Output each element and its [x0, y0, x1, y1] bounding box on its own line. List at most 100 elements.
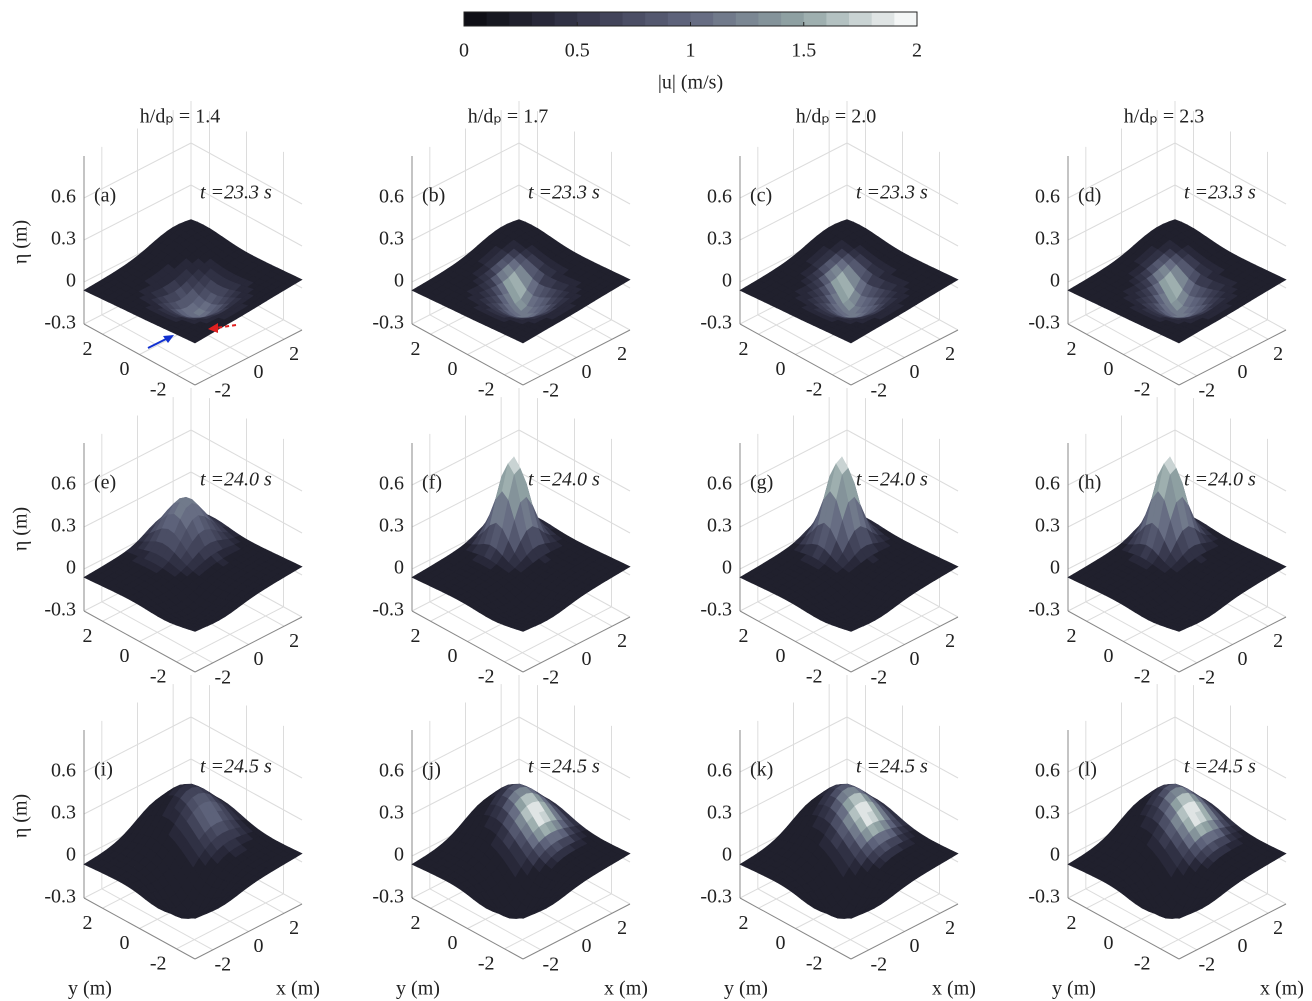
- time-label: t =24.5 s: [528, 756, 600, 778]
- column-title: h/dₚ = 1.7: [468, 106, 548, 128]
- surface-patch: [187, 914, 203, 919]
- axis-line: [739, 323, 852, 386]
- panel-label: (h): [1078, 472, 1101, 494]
- red-arrow-head: [208, 323, 218, 333]
- blue-arrow-head: [163, 335, 174, 343]
- colorbar-tick-label: 1: [686, 40, 696, 62]
- panel-label: (g): [750, 472, 773, 494]
- surface-patch: [516, 336, 530, 344]
- z-tick-label: 0: [66, 844, 76, 866]
- z-tick-label: 0: [722, 844, 732, 866]
- time-label: t =23.3 s: [528, 182, 600, 204]
- arrows: [147, 323, 237, 349]
- axis-line: [1067, 323, 1180, 386]
- z-tick-label: 0.6: [379, 186, 404, 208]
- z-tick-label: 0.6: [707, 186, 732, 208]
- y-tick-label: 0: [120, 645, 130, 667]
- colorbar-swatch: [735, 12, 759, 26]
- x-tick-label: -2: [542, 379, 559, 401]
- x-tick-label: 2: [617, 343, 627, 365]
- z-tick-label: 0.6: [707, 473, 732, 495]
- y-tick-label: -2: [806, 665, 823, 687]
- z-tick-label: -0.3: [700, 312, 732, 334]
- x-tick-label: -2: [870, 666, 887, 688]
- grid-line: [832, 606, 940, 663]
- x-axis-label: x (m): [1260, 978, 1304, 1000]
- grid-line: [832, 319, 940, 376]
- z-tick-label: 0.6: [1035, 186, 1060, 208]
- z-tick-label: 0: [722, 557, 732, 579]
- axis-line: [411, 897, 524, 960]
- z-tick-label: 0.3: [379, 228, 404, 250]
- grid-line: [504, 893, 612, 950]
- y-tick-label: -2: [150, 952, 167, 974]
- x-tick-label: 0: [910, 361, 920, 383]
- surface-patch: [1172, 336, 1186, 344]
- z-tick-label: 0.3: [379, 802, 404, 824]
- colorbar-swatch: [894, 12, 918, 26]
- x-tick-label: 0: [582, 935, 592, 957]
- z-tick-label: -0.3: [44, 599, 76, 621]
- z-tick-label: 0.6: [379, 473, 404, 495]
- axis-line: [850, 616, 959, 673]
- panel-label: (f): [422, 472, 442, 494]
- x-tick-label: 2: [1273, 630, 1283, 652]
- panel-label: (c): [750, 185, 772, 207]
- x-tick-label: 2: [289, 343, 299, 365]
- y-tick-label: 2: [1067, 338, 1077, 360]
- x-tick-label: 2: [1273, 917, 1283, 939]
- axis-line: [850, 329, 959, 386]
- axis-line: [739, 897, 852, 960]
- y-tick-label: 0: [1104, 932, 1114, 954]
- y-tick-label: -2: [150, 378, 167, 400]
- colorbar-label: |u| (m/s): [658, 72, 723, 94]
- panel-label: (b): [422, 185, 445, 207]
- y-tick-label: 0: [776, 932, 786, 954]
- surface-patch: [187, 626, 202, 632]
- colorbar-swatch: [599, 12, 624, 26]
- x-tick-label: 2: [1273, 343, 1283, 365]
- z-tick-label: 0.6: [379, 760, 404, 782]
- colorbar-tick-label: 0: [459, 40, 469, 62]
- colorbar-swatch: [667, 12, 691, 26]
- y-tick-label: 0: [448, 645, 458, 667]
- x-tick-label: -2: [542, 666, 559, 688]
- z-tick-label: 0.6: [51, 760, 76, 782]
- z-tick-label: 0.3: [707, 515, 732, 537]
- y-tick-label: 2: [739, 625, 749, 647]
- x-tick-label: -2: [214, 379, 231, 401]
- axis-line: [1178, 903, 1287, 960]
- x-axis-label: x (m): [932, 978, 976, 1000]
- colorbar-swatch: [758, 12, 782, 26]
- y-tick-label: 0: [120, 358, 130, 380]
- colorbar-swatch: [486, 12, 510, 26]
- z-tick-label: -0.3: [1028, 312, 1060, 334]
- z-tick-label: -0.3: [44, 886, 76, 908]
- colorbar-swatch: [577, 12, 601, 26]
- grid-line: [1160, 606, 1268, 663]
- z-tick-label: 0.6: [51, 186, 76, 208]
- grid-line: [176, 606, 284, 663]
- z-tick-label: 0.3: [707, 228, 732, 250]
- x-tick-label: 0: [1238, 935, 1248, 957]
- time-label: t =24.0 s: [1184, 469, 1256, 491]
- colorbar-swatch: [554, 12, 578, 26]
- z-tick-label: 0.3: [51, 515, 76, 537]
- content: 0 0.5 1 1.5 2 |u| (m/s) -0.3 0 0.3 0.6 -2 0 2 -2 0 2 (a)…: [10, 11, 1304, 1000]
- red-arrow: [215, 324, 237, 329]
- x-tick-label: 2: [945, 917, 955, 939]
- y-tick-label: 0: [776, 645, 786, 667]
- colorbar-tick-label: 2: [912, 40, 922, 62]
- y-tick-label: 2: [1067, 625, 1077, 647]
- x-tick-label: 2: [617, 917, 627, 939]
- time-label: t =24.0 s: [528, 469, 600, 491]
- surface-patch: [1171, 626, 1186, 632]
- z-tick-label: 0.3: [51, 802, 76, 824]
- panel-label: (l): [1078, 759, 1097, 781]
- y-axis-label: y (m): [724, 978, 768, 1000]
- z-tick-label: 0: [394, 557, 404, 579]
- axis-line: [411, 610, 524, 673]
- panel-label: (k): [750, 759, 773, 781]
- x-tick-label: 0: [254, 648, 264, 670]
